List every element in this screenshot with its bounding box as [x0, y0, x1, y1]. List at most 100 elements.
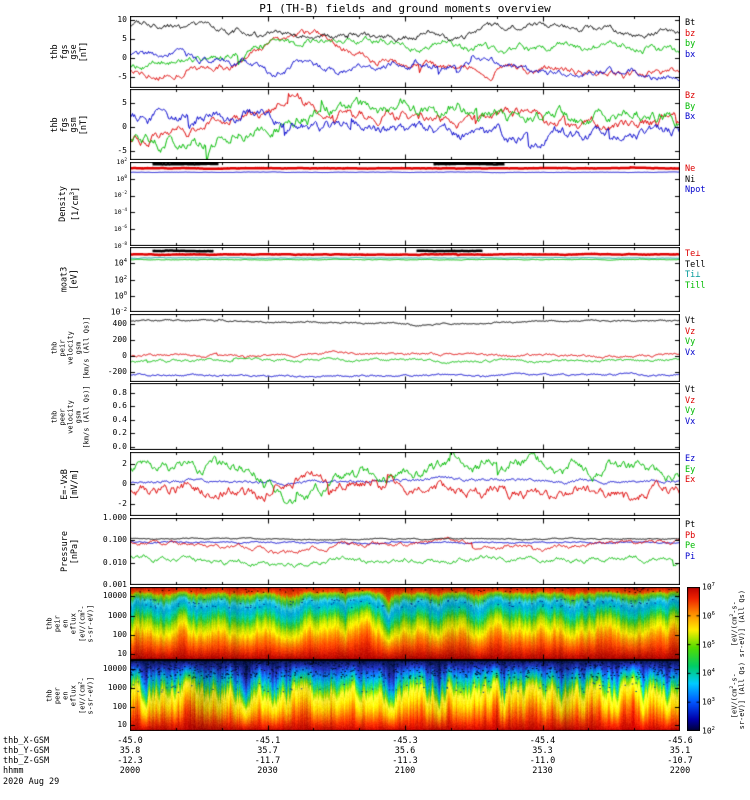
ytick-peir-spec: 100	[112, 629, 127, 639]
xaxis-row-label-hhmm: hhmm	[3, 766, 24, 776]
xaxis-value: 2130	[532, 766, 553, 776]
legend-moat3-Ti⊥: Ti⊥	[685, 270, 701, 280]
xaxis-value: 2000	[119, 766, 141, 776]
ylabel-peir-velocity: thb peir velocity gsm [km/s (All Qs)]	[50, 316, 91, 380]
panel-pressure	[130, 518, 680, 585]
ytick-fgs-gsm: -5	[117, 145, 127, 155]
xaxis-value: 2100	[394, 766, 416, 776]
panel-peir-spec	[130, 587, 680, 660]
ytick-density: 10-4	[113, 208, 127, 217]
ytick-peer-velocity: 0.0	[112, 441, 127, 451]
ytick-peir-velocity: 400	[112, 318, 127, 328]
xaxis-value: -45.6	[667, 736, 693, 746]
legend-density-Ni: Ni	[685, 174, 696, 185]
legend-efield-Ez: Ez	[685, 454, 696, 464]
xaxis-value: 2200	[669, 766, 691, 776]
xaxis-value: 2030	[257, 766, 278, 776]
ytick-moat3: 10-2	[110, 307, 127, 317]
ytick-density: 102	[116, 157, 127, 166]
ytick-fgs-gse: 10	[117, 14, 127, 24]
legend-peir-velocity-Vy: Vy	[685, 337, 696, 347]
panel-density	[130, 162, 680, 246]
legend-peir-velocity-Vx: Vx	[685, 347, 696, 358]
ytick-moat3: 102	[114, 274, 127, 285]
xaxis-row-label-thb_X-GSM: thb_X-GSM	[3, 736, 50, 746]
legend-pressure-Pi: Pi	[685, 551, 696, 562]
xaxis-row-label-thb_Z-GSM: thb_Z-GSM	[3, 756, 50, 766]
xaxis-value: -45.0	[117, 736, 143, 746]
ytick-efield: 0	[122, 479, 127, 488]
panel-peer-spec	[130, 660, 680, 731]
colorbar-tick: 104	[702, 668, 715, 679]
legend-pressure-Pe: Pe	[685, 541, 696, 551]
xaxis-value: -11.0	[529, 756, 556, 766]
ytick-fgs-gse: 0	[122, 52, 127, 62]
legend-efield-Ey: Ey	[685, 464, 696, 475]
ytick-fgs-gsm: 5	[122, 98, 127, 108]
colorbar	[687, 587, 700, 731]
ytick-peer-spec: 10	[117, 720, 127, 730]
ytick-pressure: 0.001	[102, 580, 127, 589]
xaxis-value: -11.3	[392, 756, 418, 766]
legend-peer-velocity-Vy: Vy	[685, 406, 696, 416]
panel-moat3	[130, 247, 680, 312]
legend-moat3-Te⊥: Te⊥	[685, 249, 701, 259]
ytick-moat3: 100	[114, 290, 127, 301]
xaxis-value: 35.3	[532, 746, 553, 756]
ytick-fgs-gse: -5	[117, 71, 127, 81]
ytick-peer-velocity: 0.8	[112, 388, 127, 398]
xaxis-value: 35.7	[257, 746, 278, 756]
legend-peir-velocity-Vz: Vz	[685, 326, 696, 337]
ylabel-peer-spec: thb peer en eflux [eV/(cm2- s-sr-eV)]	[45, 676, 95, 715]
ytick-peer-velocity: 0.6	[112, 401, 127, 411]
date-label: 2020 Aug 29	[3, 777, 60, 787]
panel-peir-velocity	[130, 314, 680, 382]
legend-peer-velocity-Vx: Vx	[685, 416, 696, 427]
legend-efield-Ex: Ex	[685, 475, 696, 485]
legend-fgs-gsm-By: By	[685, 101, 696, 112]
xaxis-row-label-thb_Y-GSM: thb_Y-GSM	[3, 746, 50, 756]
legend-pressure-Pb: Pb	[685, 530, 696, 541]
legend-fgs-gse-Bt: Bt	[685, 18, 696, 28]
colorbar-tick: 105	[702, 639, 715, 650]
panel-efield	[130, 452, 680, 516]
ytick-peer-velocity: 0.4	[112, 414, 127, 424]
ytick-density: 10-6	[113, 224, 127, 234]
panel-fgs-gsm	[130, 89, 680, 160]
legend-fgs-gse-by: by	[685, 39, 696, 49]
ylabel-peir-spec: thb peir en eflux [eV/(cm2- s-sr-eV)]	[45, 604, 95, 643]
chart-title: P1 (TH-B) fields and ground moments over…	[259, 2, 551, 15]
ytick-peer-spec: 1000	[107, 682, 127, 692]
legend-fgs-gsm-Bz: Bz	[685, 91, 696, 101]
legend-fgs-gse-bz: bz	[685, 28, 696, 39]
ytick-pressure: 0.010	[102, 557, 127, 567]
xaxis-value: -45.4	[529, 736, 556, 746]
colorbar-unit-label-peir: [eV/(cm2-s-sr-eV)] (All Qs)	[729, 589, 746, 657]
legend-moat3-Tell: Tell	[685, 259, 706, 270]
ylabel-pressure: Pressure [nPa]	[59, 531, 79, 572]
xaxis-value: 35.1	[669, 746, 691, 756]
ytick-efield: 2	[122, 459, 127, 468]
xaxis-value: -45.3	[392, 736, 418, 746]
legend-peer-velocity-Vz: Vz	[685, 395, 696, 406]
ytick-density: 10-8	[113, 241, 127, 250]
ytick-fgs-gse: 5	[122, 33, 127, 43]
colorbar-tick: 102	[702, 726, 715, 736]
ytick-peir-velocity: -200	[107, 367, 127, 377]
xaxis-value: -10.7	[667, 756, 693, 766]
ylabel-fgs-gse: thb fgs gse [nT]	[50, 41, 89, 63]
ytick-peer-spec: 100	[112, 701, 127, 711]
legend-peir-velocity-Vt: Vt	[685, 316, 696, 326]
xaxis-value: -12.3	[117, 756, 143, 766]
colorbar-tick: 103	[702, 697, 715, 707]
ytick-efield: -2	[117, 499, 127, 508]
legend-fgs-gse-bx: bx	[685, 49, 696, 60]
legend-fgs-gsm-Bx: Bx	[685, 112, 696, 122]
legend-peer-velocity-Vt: Vt	[685, 385, 696, 395]
ytick-moat3: 104	[114, 258, 127, 268]
ytick-pressure: 1.000	[102, 513, 127, 522]
ylabel-moat3: moat3 [eV]	[59, 266, 79, 293]
ytick-peir-velocity: 0	[122, 351, 127, 361]
